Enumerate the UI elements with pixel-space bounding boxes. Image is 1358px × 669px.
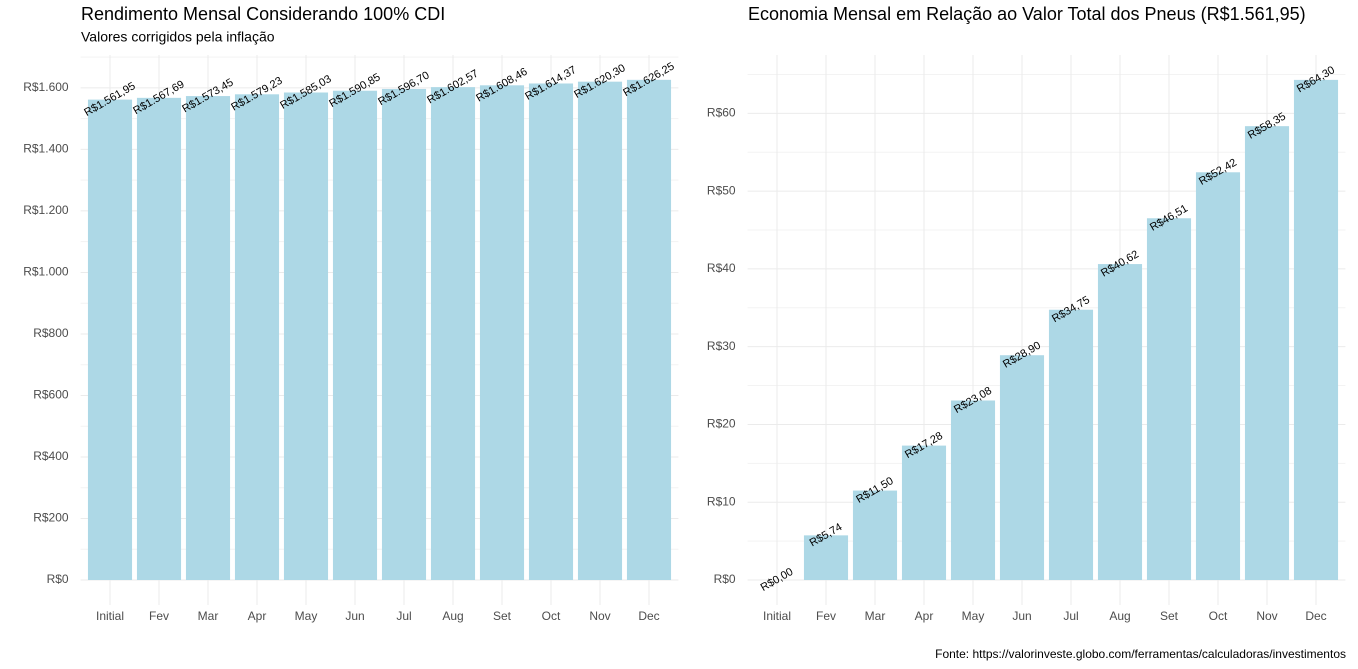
x-tick-label: Nov [589,609,610,623]
bar [577,81,623,581]
bar [136,97,182,581]
x-tick-label: Dec [638,609,659,623]
y-tick-label: R$0 [47,572,69,586]
bar [185,96,231,580]
x-tick-label: Aug [442,609,463,623]
bar [950,400,996,580]
y-tick-label: R$60 [707,106,736,120]
bar [852,490,898,580]
x-tick-label: Fev [149,609,169,623]
bar [1293,79,1339,580]
y-tick-label: R$10 [707,494,736,508]
bar [626,79,672,580]
caption: Fonte: https://valorinveste.globo.com/fe… [935,647,1346,661]
y-tick-label: R$30 [707,339,736,353]
y-tick-label: R$200 [33,511,69,525]
x-tick-label: Jun [1012,609,1031,623]
y-tick-label: R$600 [33,388,69,402]
bar [283,92,329,580]
y-tick-label: R$400 [33,449,69,463]
y-tick-label: R$1.000 [23,265,69,279]
x-tick-label: Oct [542,609,561,623]
bar [1146,218,1192,580]
x-tick-label: Aug [1109,609,1130,623]
y-tick-label: R$50 [707,183,736,197]
y-tick-label: R$1.400 [23,142,69,156]
bar [430,87,476,580]
bar [528,83,574,580]
x-tick-label: Nov [1256,609,1277,623]
y-tick-label: R$1.200 [23,203,69,217]
x-tick-label: Jul [396,609,411,623]
x-tick-label: Dec [1305,609,1326,623]
bar [479,85,525,581]
x-tick-label: Set [1160,609,1179,623]
bar [1195,172,1241,581]
y-tick-label: R$20 [707,417,736,431]
x-tick-label: May [295,609,318,623]
x-tick-label: Initial [763,609,791,623]
x-tick-label: Fev [816,609,836,623]
x-tick-label: Set [493,609,512,623]
bar [332,90,378,581]
x-tick-label: Jul [1063,609,1078,623]
bar [87,99,133,581]
x-tick-label: Mar [198,609,219,623]
bar [234,94,280,580]
y-tick-label: R$800 [33,326,69,340]
bar [1048,309,1094,580]
y-tick-label: R$40 [707,261,736,275]
bar [901,445,947,580]
x-tick-label: May [962,609,985,623]
x-tick-label: Initial [96,609,124,623]
x-tick-label: Mar [865,609,886,623]
y-tick-label: R$1.600 [23,80,69,94]
x-tick-label: Jun [345,609,364,623]
bar [803,535,849,580]
bar [999,355,1045,580]
y-tick-label: R$0 [714,572,736,586]
chart-subtitle: Valores corrigidos pela inflação [81,29,275,45]
chart-title: Rendimento Mensal Considerando 100% CDI [81,4,445,24]
bar [1244,126,1290,581]
chart-title: Economia Mensal em Relação ao Valor Tota… [748,4,1306,24]
bar [381,88,427,580]
x-tick-label: Apr [248,609,267,623]
x-tick-label: Apr [915,609,934,623]
bar [1097,264,1143,580]
x-tick-label: Oct [1209,609,1228,623]
